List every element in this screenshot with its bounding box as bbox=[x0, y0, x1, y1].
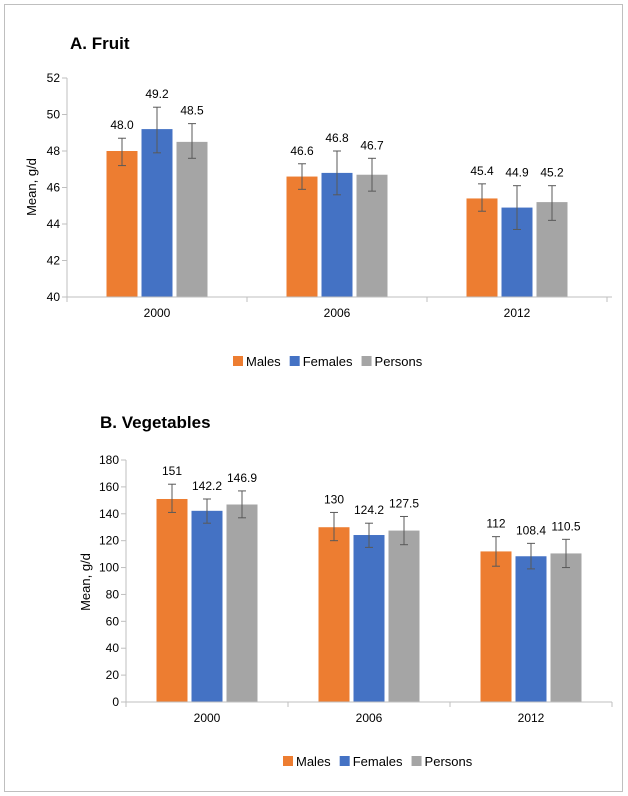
y-tick-label: 52 bbox=[47, 71, 61, 85]
data-label: 44.9 bbox=[505, 166, 529, 180]
data-label: 45.4 bbox=[470, 164, 494, 178]
data-label: 110.5 bbox=[551, 519, 580, 533]
data-label: 112 bbox=[486, 517, 505, 531]
bar-females bbox=[353, 535, 385, 702]
bar-males bbox=[156, 498, 188, 702]
y-tick-label: 80 bbox=[106, 587, 120, 601]
legend: Males Females Persons bbox=[233, 354, 423, 369]
y-tick-label: 180 bbox=[99, 453, 119, 467]
data-label: 48.5 bbox=[180, 104, 204, 118]
y-tick-label: 100 bbox=[99, 561, 119, 575]
legend-label: Persons bbox=[375, 354, 423, 369]
legend-swatch-females bbox=[339, 756, 350, 766]
bars: 48.0 49.2 48.5 46.6 46.8 46.7 45.4 44.9 45.2 bbox=[106, 87, 568, 297]
bar-females bbox=[141, 129, 173, 297]
y-tick-label: 44 bbox=[47, 217, 61, 231]
chart-title: B. Vegetables bbox=[100, 413, 211, 432]
y-tick-label: 46 bbox=[47, 181, 61, 195]
y-tick-label: 120 bbox=[99, 534, 119, 548]
bar-persons bbox=[356, 174, 388, 297]
x-tick-label: 2006 bbox=[356, 711, 383, 725]
data-label: 49.2 bbox=[145, 87, 169, 101]
data-label: 46.6 bbox=[290, 144, 314, 158]
chart-vegetables: B. Vegetables Mean, g/d 0 20 40 60 80 100 120 1… bbox=[78, 413, 613, 769]
x-tick-label: 2000 bbox=[194, 711, 221, 725]
y-tick-label: 140 bbox=[99, 507, 119, 521]
data-label: 46.7 bbox=[360, 138, 384, 152]
chart-title: A. Fruit bbox=[70, 34, 130, 53]
bar-females bbox=[191, 510, 223, 702]
bars: 151 142.2 146.9 130 124.2 127.5 112 108.4 110.5 bbox=[156, 464, 582, 702]
y-tick-label: 20 bbox=[106, 668, 120, 682]
y-tick-label: 160 bbox=[99, 480, 119, 494]
x-tick-label: 2012 bbox=[504, 306, 531, 320]
bar-males bbox=[318, 527, 350, 702]
legend-label: Persons bbox=[425, 754, 473, 769]
data-label: 146.9 bbox=[227, 471, 257, 485]
data-label: 130 bbox=[324, 492, 344, 506]
bar-persons bbox=[226, 504, 258, 702]
bar-persons bbox=[550, 553, 582, 702]
y-axis: 0 20 40 60 80 100 120 140 160 180 bbox=[99, 453, 127, 709]
legend-swatch-persons bbox=[361, 356, 372, 366]
bar-males bbox=[466, 198, 498, 297]
legend-swatch-males bbox=[233, 356, 243, 366]
data-label: 46.8 bbox=[325, 131, 349, 145]
y-axis: 40 42 44 46 48 50 52 bbox=[47, 71, 68, 304]
legend-label: Females bbox=[353, 754, 403, 769]
y-axis-label: Mean, g/d bbox=[78, 553, 93, 611]
legend-swatch-females bbox=[289, 356, 300, 366]
chart-fruit: A. Fruit Mean, g/d 40 42 44 46 48 50 52 48.0 49… bbox=[24, 34, 612, 369]
bar-persons bbox=[176, 141, 208, 297]
data-label: 108.4 bbox=[516, 523, 546, 537]
legend-swatch-males bbox=[283, 756, 293, 766]
x-axis: 2000 2006 2012 bbox=[125, 701, 613, 725]
data-label: 127.5 bbox=[389, 496, 419, 510]
bar-persons bbox=[388, 530, 420, 702]
bar-males bbox=[480, 551, 512, 702]
bar-males bbox=[106, 151, 138, 297]
data-label: 48.0 bbox=[110, 118, 134, 132]
bar-females bbox=[515, 556, 547, 702]
data-label: 151 bbox=[162, 464, 182, 478]
legend-label: Males bbox=[246, 354, 281, 369]
y-tick-label: 40 bbox=[47, 290, 61, 304]
data-label: 142.2 bbox=[192, 479, 222, 493]
data-label: 45.2 bbox=[540, 166, 564, 180]
data-label: 124.2 bbox=[354, 503, 384, 517]
y-tick-label: 40 bbox=[106, 641, 120, 655]
legend-swatch-persons bbox=[411, 756, 422, 766]
legend-label: Females bbox=[303, 354, 353, 369]
y-tick-label: 0 bbox=[112, 695, 119, 709]
bar-males bbox=[286, 176, 318, 297]
y-tick-label: 42 bbox=[47, 254, 61, 268]
legend: Males Females Persons bbox=[283, 754, 473, 769]
y-tick-label: 50 bbox=[47, 108, 61, 122]
y-axis-label: Mean, g/d bbox=[24, 158, 39, 216]
legend-label: Males bbox=[296, 754, 331, 769]
x-tick-label: 2012 bbox=[518, 711, 545, 725]
x-tick-label: 2006 bbox=[324, 306, 351, 320]
y-tick-label: 48 bbox=[47, 144, 61, 158]
x-axis: 2000 2006 2012 bbox=[66, 296, 612, 320]
y-tick-label: 60 bbox=[106, 614, 120, 628]
x-tick-label: 2000 bbox=[144, 306, 171, 320]
